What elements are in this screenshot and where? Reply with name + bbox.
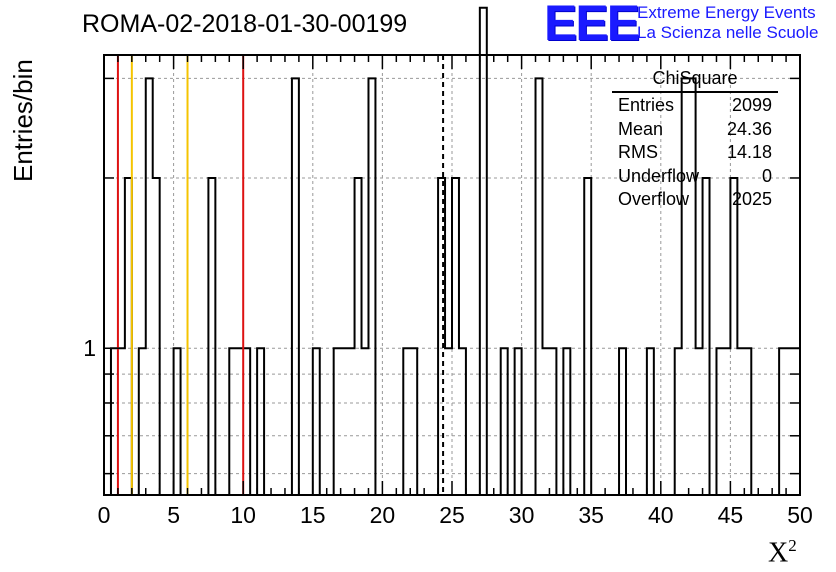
x-tick-label: 15: [300, 502, 326, 528]
stats-row-overflow: Overflow 2025: [612, 189, 778, 213]
x-axis-label-superscript: 2: [788, 536, 797, 555]
logo-line-1: Extreme Energy Events: [637, 3, 816, 22]
histogram-bin: [125, 178, 132, 495]
stats-label: Overflow: [618, 189, 690, 209]
histogram-bin: [480, 8, 487, 495]
histogram-bin: [744, 348, 751, 495]
histogram-bin: [153, 178, 160, 495]
histogram-bin: [313, 348, 320, 495]
x-tick-label: 5: [167, 502, 180, 528]
histogram-bin: [403, 348, 410, 495]
histogram-bin: [703, 178, 710, 495]
stats-label: Mean: [618, 118, 664, 139]
histogram-bin: [410, 348, 417, 495]
x-tick-label: 45: [718, 502, 744, 528]
stats-row-rms: RMS 14.18: [612, 142, 778, 166]
histogram-outline: [104, 6, 800, 496]
stats-title: ChiSquare: [612, 68, 778, 93]
histogram-bin: [737, 348, 744, 495]
y-axis-label: Entries/bin: [8, 59, 38, 182]
histogram-bin: [723, 348, 730, 495]
x-tick-label: 25: [439, 502, 465, 528]
histogram-bin: [229, 348, 236, 495]
histogram-bin: [536, 78, 543, 495]
histogram-bin: [452, 178, 459, 495]
stats-row-entries: Entries 2099: [612, 95, 778, 119]
histogram-bin: [584, 178, 591, 495]
histogram-bin: [515, 348, 522, 495]
histogram-bin: [563, 348, 570, 495]
histogram-bin: [118, 348, 125, 495]
histogram-bin: [362, 348, 369, 495]
histogram-bin: [716, 348, 723, 495]
stats-label: RMS: [618, 142, 658, 162]
histogram-bin: [675, 348, 682, 495]
histogram-bin: [696, 348, 703, 495]
histogram-bin: [355, 178, 362, 495]
histogram-bin: [730, 178, 737, 495]
histogram-bin: [619, 348, 626, 495]
histogram-bin: [139, 348, 146, 495]
stats-value: 2025: [731, 189, 772, 209]
histogram-bin: [236, 348, 243, 495]
eee-logo: EEE: [544, 0, 640, 51]
x-tick-label: 20: [370, 502, 396, 528]
histogram-bin: [647, 348, 654, 495]
stats-value: 2099: [731, 95, 772, 115]
histogram-bin: [243, 348, 250, 495]
x-axis-label-base: X: [768, 537, 789, 569]
histogram-bin: [542, 348, 549, 495]
stats-label: Underflow: [618, 165, 700, 186]
histogram-bin: [779, 348, 786, 495]
x-tick-label: 10: [230, 502, 256, 528]
stats-value: 24.36: [726, 118, 772, 139]
histogram-bin: [257, 348, 264, 495]
stats-label: Entries: [618, 95, 675, 115]
histogram-bin: [501, 348, 508, 495]
histogram-bin: [348, 348, 355, 495]
histogram-bin: [146, 78, 153, 495]
x-axis-label: X2: [768, 536, 797, 569]
histogram-bin: [368, 78, 375, 495]
histogram-bin: [174, 348, 181, 495]
x-tick-label: 0: [98, 502, 111, 528]
stats-value: 0: [761, 165, 772, 186]
run-title: ROMA-02-2018-01-30-00199: [82, 10, 408, 38]
stats-box: ChiSquare Entries 2099 Mean 24.36 RMS 14…: [612, 68, 778, 213]
histogram-bin: [549, 348, 556, 495]
x-tick-label: 50: [787, 502, 813, 528]
histogram-bin: [341, 348, 348, 495]
histogram-bin: [459, 348, 466, 495]
histogram-bin: [208, 178, 215, 495]
stats-row-mean: Mean 24.36: [612, 119, 778, 143]
logo-line-2: La Scienza nelle Scuole: [637, 23, 819, 42]
x-tick-label: 30: [509, 502, 535, 528]
y-tick-label: 1: [83, 335, 96, 361]
histogram-bin: [334, 348, 341, 495]
histogram-bin: [292, 78, 299, 495]
stats-value: 14.18: [726, 142, 772, 162]
x-tick-label: 35: [578, 502, 604, 528]
stats-row-underflow: Underflow 0: [612, 166, 778, 190]
histogram-bin: [445, 348, 452, 495]
x-tick-label: 40: [648, 502, 674, 528]
